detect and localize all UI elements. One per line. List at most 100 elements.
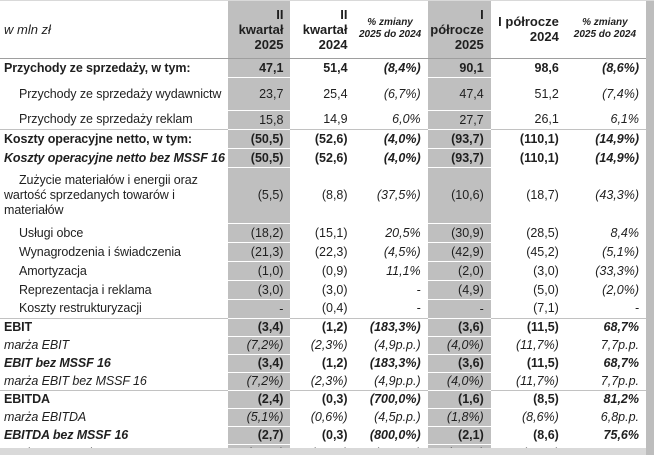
cell-q2_2025: (50,5) bbox=[228, 148, 291, 168]
cell-chg_q: (4,9p.p.) bbox=[374, 338, 421, 352]
cell-h1_2024: 26,1 bbox=[534, 112, 559, 127]
cell-chg_h: 8,4% bbox=[610, 225, 640, 240]
cell-chg_q: 6,0% bbox=[392, 112, 421, 127]
cell-h1_2025: (2,1) bbox=[427, 426, 491, 445]
col-header-change-quarter: % zmiany 2025 do 2024 bbox=[354, 1, 428, 59]
cell-h1_2024: (8,6) bbox=[533, 428, 559, 442]
cell-q2_2025: (50,5) bbox=[228, 129, 291, 149]
row-label: Usługi obce bbox=[19, 225, 84, 240]
table-row: marża EBITDA (5,1%) (0,6%) (4,5p.p.) (1,8%) (… bbox=[0, 408, 646, 427]
row-label: EBIT bbox=[0, 318, 229, 337]
table-header: w mln zł II kwartał 2025 II kwartał 2024… bbox=[0, 1, 646, 59]
cell-h1_2024: (110,1) bbox=[490, 129, 566, 149]
cell-q2_2025: (2,4) bbox=[228, 390, 291, 409]
cell-h1_2025: (10,6) bbox=[427, 167, 491, 224]
adjacent-row-strip bbox=[0, 448, 646, 455]
cell-h1_2025: (2,0) bbox=[427, 261, 491, 281]
cell-h1_2024: 51,2 bbox=[534, 86, 559, 101]
cell-q2_2024: 14,9 bbox=[323, 112, 348, 127]
cell-h1_2025: (93,7) bbox=[427, 148, 491, 168]
cell-h1_2024: (110,1) bbox=[519, 150, 559, 165]
cell-chg_q: (800,0%) bbox=[369, 428, 421, 442]
cell-q2_2025: 47,1 bbox=[228, 58, 291, 78]
cell-h1_2025: (93,7) bbox=[427, 129, 491, 149]
adjacent-column-strip bbox=[646, 1, 654, 455]
cell-chg_q: (4,5p.p.) bbox=[374, 410, 421, 424]
cell-h1_2024: (11,7%) bbox=[516, 338, 559, 352]
cell-q2_2025: (5,1%) bbox=[228, 408, 291, 427]
table-row: marża EBIT bez MSSF 16 (7,2%) (2,3%) (4,9p.… bbox=[0, 372, 646, 391]
cell-q2_2025: 23,7 bbox=[228, 77, 291, 111]
cell-q2_2025: (3,4) bbox=[228, 318, 291, 337]
cell-h1_2025: (3,6) bbox=[427, 318, 491, 337]
col-header-h1-2024: I półrocze 2024 bbox=[490, 1, 566, 59]
cell-chg_h: (43,3%) bbox=[595, 188, 639, 202]
cell-chg_h: (7,4%) bbox=[602, 86, 639, 101]
cell-chg_h: 7,7p.p. bbox=[600, 373, 639, 388]
cell-q2_2024: (0,4) bbox=[321, 301, 348, 316]
cell-q2_2024: (1,2) bbox=[321, 356, 348, 370]
row-label: Koszty restrukturyzacji bbox=[19, 301, 142, 316]
table-row: EBITDA bez MSSF 16 (2,7) (0,3) (800,0%) (2,1… bbox=[0, 426, 646, 445]
col-header-q2-2025: II kwartał 2025 bbox=[228, 1, 291, 59]
col-header-q2-2024: II kwartał 2024 bbox=[290, 1, 355, 59]
cell-chg_q: (4,0%) bbox=[383, 150, 421, 165]
cell-h1_2024: (11,5) bbox=[490, 318, 566, 337]
cell-q2_2025: (21,3) bbox=[228, 242, 291, 262]
cell-q2_2024: (1,2) bbox=[290, 318, 355, 337]
table-row: EBIT (3,4) (1,2) (183,3%) (3,6) (11,5) 68,7% bbox=[0, 318, 646, 337]
cell-h1_2025: (3,6) bbox=[427, 354, 491, 373]
cell-h1_2024: (11,7%) bbox=[516, 373, 559, 388]
header-row: w mln zł II kwartał 2025 II kwartał 2024… bbox=[0, 1, 646, 59]
cell-q2_2025: (3,0) bbox=[228, 280, 291, 300]
cell-q2_2024: 51,4 bbox=[323, 60, 348, 75]
cell-chg_h: (8,6%) bbox=[602, 60, 639, 75]
col-header-h1-2025: I półrocze 2025 bbox=[427, 1, 491, 59]
row-label: marża EBIT bez MSSF 16 bbox=[4, 373, 147, 388]
cell-q2_2025: (1,0) bbox=[228, 261, 291, 281]
cell-chg_q: (4,5%) bbox=[383, 244, 421, 259]
cell-h1_2025: (4,9) bbox=[427, 280, 491, 300]
cell-q2_2025: 15,8 bbox=[228, 110, 291, 130]
col-header-change-halfyear: % zmiany 2025 do 2024 bbox=[565, 1, 646, 59]
cell-h1_2025: (4,0%) bbox=[427, 372, 491, 391]
table-row: Koszty operacyjne netto bez MSSF 16 (50,5… bbox=[0, 148, 646, 168]
row-label: EBITDA bbox=[0, 390, 229, 409]
cell-chg_q: (183,3%) bbox=[354, 318, 428, 337]
cell-chg_q: (4,0%) bbox=[354, 129, 428, 149]
cell-q2_2024: 25,4 bbox=[323, 86, 348, 101]
cell-chg_q: (4,9p.p.) bbox=[374, 373, 421, 388]
cell-h1_2025: 90,1 bbox=[427, 58, 491, 78]
cell-chg_h: - bbox=[634, 301, 639, 316]
cell-chg_q: (6,7%) bbox=[383, 86, 421, 101]
row-label: Wynagrodzenia i świadczenia bbox=[19, 244, 181, 259]
cell-q2_2024: (2,3%) bbox=[310, 373, 348, 388]
cell-q2_2025: (3,4) bbox=[228, 354, 291, 373]
unit-label: w mln zł bbox=[0, 1, 229, 59]
cell-chg_q: (37,5%) bbox=[376, 188, 421, 202]
cell-h1_2024: (45,2) bbox=[526, 244, 559, 259]
cell-h1_2024: (8,6%) bbox=[522, 410, 559, 424]
cell-chg_h: 81,2% bbox=[565, 390, 646, 409]
cell-chg_q: 11,1% bbox=[386, 263, 421, 278]
cell-q2_2024: (52,6) bbox=[290, 129, 355, 149]
row-label: marża EBITDA bbox=[4, 410, 87, 424]
row-label: Koszty operacyjne netto bez MSSF 16 bbox=[4, 150, 225, 165]
cell-q2_2024: (8,8) bbox=[321, 188, 348, 202]
row-label: Zużycie materiałów i energii oraz wartoś… bbox=[4, 173, 198, 217]
table-row: Koszty restrukturyzacji - (0,4) - - (7,1) - bbox=[0, 299, 646, 319]
cell-h1_2024: (11,5) bbox=[526, 356, 559, 370]
cell-q2_2025: (7,2%) bbox=[228, 372, 291, 391]
cell-chg_h: 6,8p.p. bbox=[600, 410, 639, 424]
cell-h1_2024: (8,5) bbox=[490, 390, 566, 409]
cell-chg_q: - bbox=[416, 301, 421, 316]
cell-q2_2024: (22,3) bbox=[314, 244, 348, 259]
row-label: EBITDA bez MSSF 16 bbox=[4, 428, 129, 442]
cell-chg_h: (5,1%) bbox=[602, 244, 639, 259]
row-label: Przychody ze sprzedaży wydawnictw bbox=[19, 86, 222, 101]
table-row: Wynagrodzenia i świadczenia (21,3) (22,3) (… bbox=[0, 242, 646, 262]
row-label: Reprezentacja i reklama bbox=[19, 282, 152, 297]
cell-chg_q: (700,0%) bbox=[354, 390, 428, 409]
cell-h1_2024: (18,7) bbox=[526, 188, 559, 202]
row-label: Koszty operacyjne netto, w tym: bbox=[0, 129, 229, 149]
